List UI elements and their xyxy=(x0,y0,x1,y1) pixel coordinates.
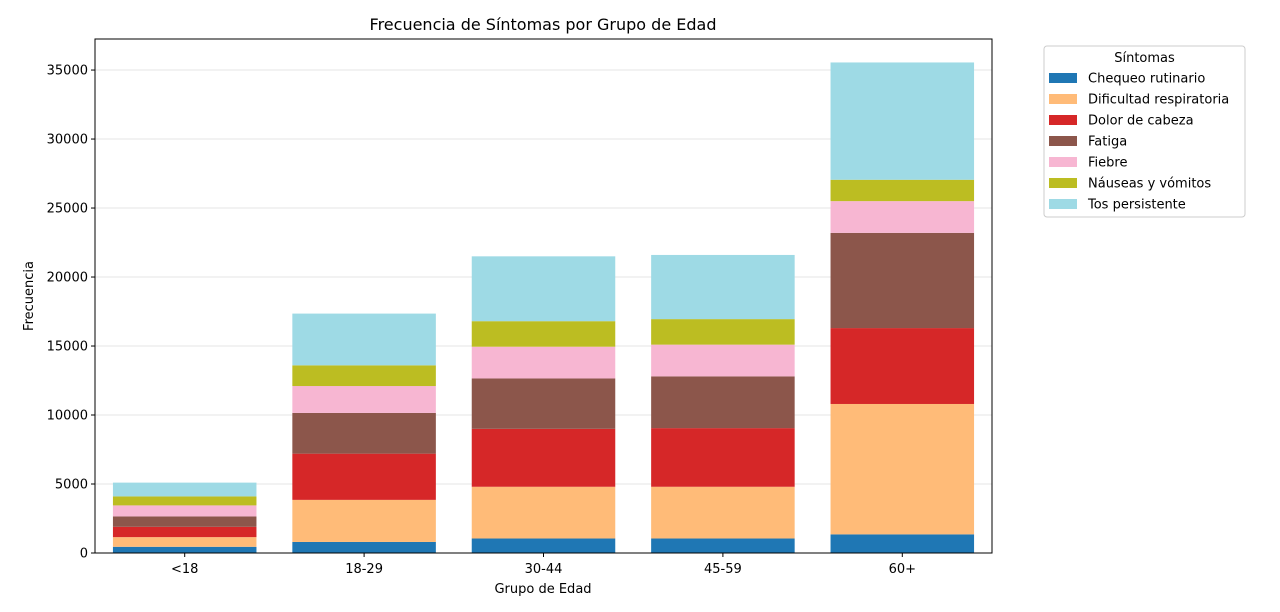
legend-entry: Dificultad respiratoria xyxy=(1088,93,1229,108)
bar-segment xyxy=(471,538,616,553)
x-axis-ticks: <18 18-29 30-44 45-59 60+ xyxy=(171,553,916,577)
x-tick-label: 45-59 xyxy=(704,562,742,577)
y-axis-ticks: 0 5000 10000 15000 20000 25000 30000 35000 xyxy=(47,64,95,562)
bar-segment xyxy=(830,403,975,535)
legend-frame xyxy=(1043,45,1246,218)
bar-segment xyxy=(830,328,975,404)
bar-segment xyxy=(830,179,975,202)
legend-items: Chequeo rutinario Dificultad respiratoria… xyxy=(1049,72,1229,213)
legend: Síntomas Chequeo rutinario Dificultad res… xyxy=(1043,45,1246,218)
y-tick-label: 10000 xyxy=(47,409,88,424)
legend-swatch xyxy=(1049,178,1077,188)
x-tick-label: <18 xyxy=(171,562,198,577)
y-axis-label: Frecuencia xyxy=(22,261,37,331)
bars xyxy=(112,62,975,553)
bar-segment xyxy=(292,412,436,454)
bar-segment xyxy=(471,378,616,429)
y-tick-label: 20000 xyxy=(47,271,88,286)
x-tick-label: 30-44 xyxy=(525,562,563,577)
x-tick-label: 60+ xyxy=(889,562,916,577)
bar-segment xyxy=(112,516,257,527)
y-tick-label: 25000 xyxy=(47,202,88,217)
bar-segment xyxy=(830,534,975,553)
bar-segment xyxy=(830,232,975,329)
bar-segment xyxy=(830,62,975,180)
bar-segment xyxy=(112,482,257,497)
legend-entry: Fiebre xyxy=(1088,156,1127,171)
bar-segment xyxy=(651,319,795,345)
bar-segment xyxy=(651,254,795,320)
y-tick-label: 0 xyxy=(80,547,88,562)
y-tick-label: 15000 xyxy=(47,340,88,355)
bar-segment xyxy=(112,505,257,517)
bar-segment xyxy=(112,526,257,538)
bar-segment xyxy=(112,496,257,506)
bar-segment xyxy=(292,541,436,553)
y-tick-label: 30000 xyxy=(47,133,88,148)
legend-swatch xyxy=(1049,94,1077,104)
x-tick-label: 18-29 xyxy=(345,562,383,577)
bar-segment xyxy=(651,486,795,539)
legend-swatch xyxy=(1049,115,1077,125)
bar-segment xyxy=(651,538,795,553)
legend-entry: Dolor de cabeza xyxy=(1088,114,1194,129)
y-tick-label: 5000 xyxy=(55,478,88,493)
bar-segment xyxy=(651,344,795,377)
bar-segment xyxy=(651,376,795,429)
bar-segment xyxy=(292,386,436,413)
bar-segment xyxy=(292,453,436,500)
bar-segment xyxy=(292,313,436,366)
legend-entry: Fatiga xyxy=(1088,135,1127,150)
legend-title: Síntomas xyxy=(1114,51,1175,66)
legend-swatch xyxy=(1049,136,1077,146)
y-tick-label: 35000 xyxy=(47,64,88,79)
bar-segment xyxy=(830,201,975,233)
legend-swatch xyxy=(1049,157,1077,167)
bar-segment xyxy=(112,537,257,547)
bar-segment xyxy=(651,428,795,487)
bar-segment xyxy=(292,499,436,542)
legend-entry: Chequeo rutinario xyxy=(1088,72,1205,87)
legend-swatch xyxy=(1049,73,1077,83)
x-axis-label: Grupo de Edad xyxy=(494,582,591,597)
bar-segment xyxy=(471,346,616,379)
chart-title: Frecuencia de Síntomas por Grupo de Edad xyxy=(370,15,717,34)
legend-swatch xyxy=(1049,199,1077,209)
bar-segment xyxy=(471,321,616,347)
bar-segment xyxy=(471,428,616,487)
bar-segment xyxy=(471,256,616,322)
legend-entry: Tos persistente xyxy=(1087,198,1186,213)
legend-entry: Náuseas y vómitos xyxy=(1088,177,1211,192)
bar-segment xyxy=(292,365,436,387)
bar-segment xyxy=(471,486,616,539)
bar-segment xyxy=(112,546,257,553)
